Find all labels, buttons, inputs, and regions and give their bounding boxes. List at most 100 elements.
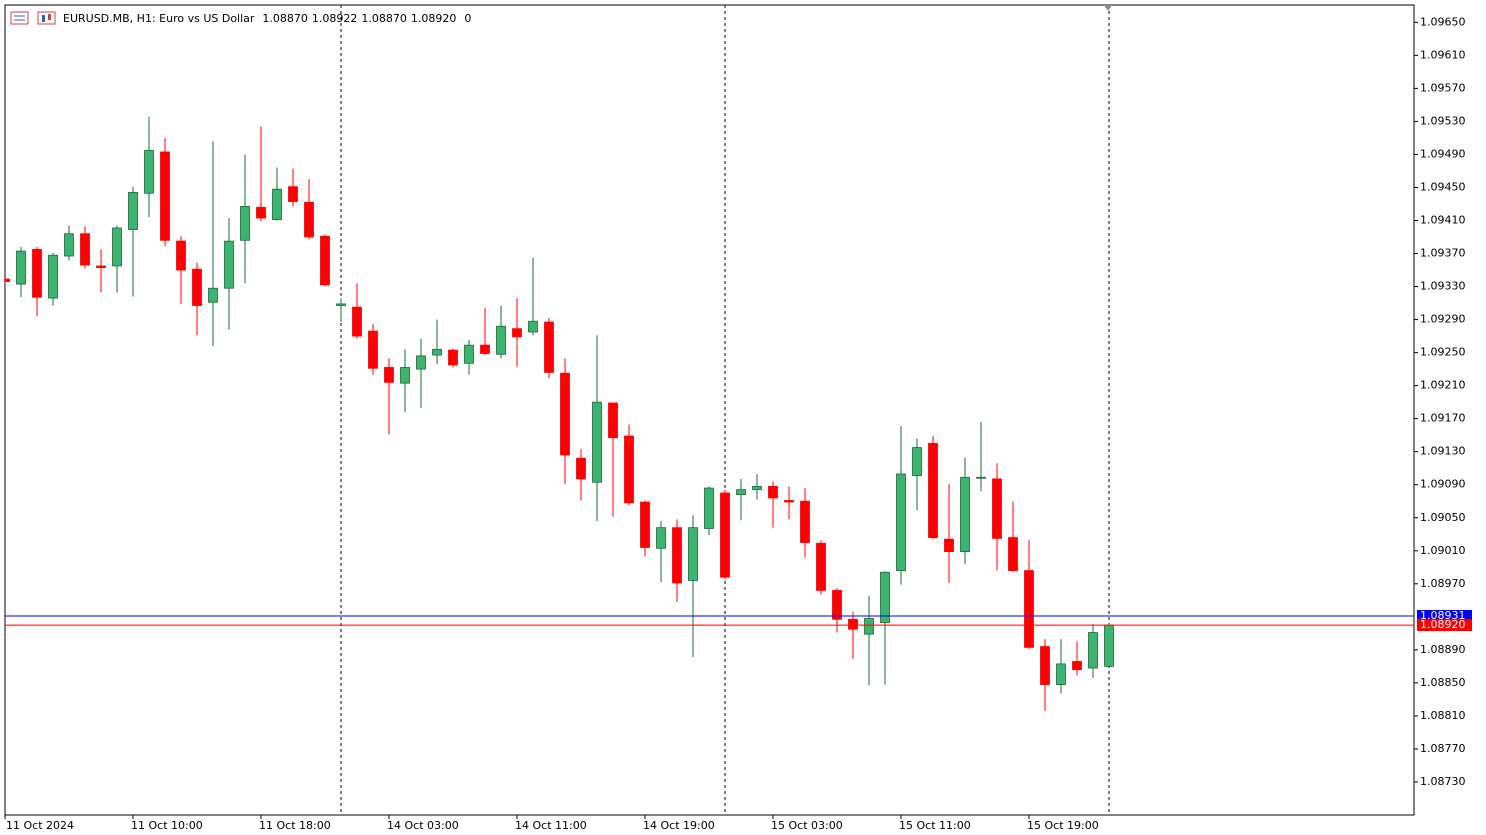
y-tick-label: 1.08730: [1420, 775, 1466, 788]
candle-body: [976, 476, 986, 479]
candle-body: [176, 240, 186, 271]
candle-body: [944, 538, 954, 553]
y-tick-label: 1.09450: [1420, 180, 1466, 193]
candle-body: [336, 303, 346, 306]
price-label-bg: [1417, 610, 1472, 623]
y-tick-label: 1.09250: [1420, 346, 1466, 359]
candle-body: [496, 325, 506, 355]
candle-body: [112, 227, 122, 267]
candle-body: [640, 501, 650, 548]
candle-body: [48, 254, 58, 299]
info-close: 1.08920: [411, 12, 457, 25]
candle-body: [464, 344, 474, 364]
candle-body: [288, 186, 298, 202]
candle-body: [688, 527, 698, 581]
candle-body: [416, 355, 426, 370]
candle-body: [960, 476, 970, 553]
info-low: 1.08870: [361, 12, 407, 25]
candle-body: [512, 328, 522, 338]
icon: [42, 15, 45, 22]
chart-title: EURUSD.MB, H1: Euro vs US Dollar 1.08870 1…: [63, 12, 471, 25]
icon: [48, 14, 51, 20]
y-tick-label: 1.09210: [1420, 379, 1466, 392]
candle-body: [864, 618, 874, 635]
price-label-bg: [1417, 619, 1472, 632]
candle-body: [16, 250, 26, 285]
y-tick-label: 1.09490: [1420, 147, 1466, 160]
candle-body: [304, 201, 314, 238]
candle-body: [80, 233, 90, 266]
candle-body: [544, 321, 554, 373]
y-tick-label: 1.09330: [1420, 280, 1466, 293]
price-label: 1.08920: [1420, 618, 1466, 631]
y-tick-label: 1.09010: [1420, 544, 1466, 557]
x-tick-label: 14 Oct 11:00: [515, 819, 587, 832]
x-tick-label: 11 Oct 10:00: [131, 819, 203, 832]
candle-body: [384, 367, 394, 383]
candle-body: [5, 278, 10, 283]
candle-body: [208, 287, 218, 303]
header: EURUSD.MB, H1: Euro vs US Dollar 1.08870 1…: [10, 11, 471, 25]
y-tick-label: 1.08850: [1420, 676, 1466, 689]
candle-body: [144, 149, 154, 194]
candle-body: [704, 487, 714, 529]
candle-body: [880, 571, 890, 624]
candle-body: [720, 492, 730, 578]
candle-body: [32, 249, 42, 298]
y-tick-label: 1.09050: [1420, 511, 1466, 524]
candle-body: [832, 590, 842, 620]
price-label: 1.08931: [1420, 609, 1466, 622]
candle-body: [96, 265, 106, 268]
candle-body: [1008, 537, 1018, 571]
candle-body: [256, 206, 266, 219]
y-tick-label: 1.09370: [1420, 247, 1466, 260]
x-tick-label: 11 Oct 18:00: [259, 819, 331, 832]
x-tick-label: 14 Oct 03:00: [387, 819, 459, 832]
candle-body: [224, 240, 234, 289]
candle-body: [480, 344, 490, 354]
y-tick-label: 1.09170: [1420, 412, 1466, 425]
candle-body: [912, 447, 922, 477]
candle-body: [352, 306, 362, 337]
candle-body: [624, 435, 634, 504]
candle-body: [1088, 632, 1098, 669]
candle-body: [560, 372, 570, 456]
candle-body: [592, 401, 602, 483]
y-tick-label: 1.09410: [1420, 214, 1466, 227]
candle-body: [928, 443, 938, 538]
icon: [10, 11, 29, 25]
candle-body: [992, 478, 1002, 539]
candle-body: [1072, 661, 1082, 671]
candle-body: [736, 489, 746, 496]
candle-body: [240, 206, 250, 241]
info-extra: 0: [464, 12, 471, 25]
plot-area: [5, 5, 1114, 815]
y-tick-label: 1.08770: [1420, 742, 1466, 755]
candle-body: [752, 485, 762, 491]
candle-body: [768, 485, 778, 499]
candle-body: [272, 188, 282, 221]
candle-body: [192, 268, 202, 306]
y-tick-label: 1.09290: [1420, 313, 1466, 326]
x-tick-label: 15 Oct 19:00: [1027, 819, 1099, 832]
x-tick-label: 14 Oct 19:00: [643, 819, 715, 832]
y-tick-label: 1.09130: [1420, 445, 1466, 458]
x-tick-label: 11 Oct 2024: [6, 819, 74, 832]
plot-frame: [4, 4, 1415, 816]
y-tick-label: 1.08970: [1420, 577, 1466, 590]
candle-body: [1056, 663, 1066, 685]
y-tick-label: 1.09570: [1420, 81, 1466, 94]
candle-body: [800, 500, 810, 543]
info-open: 1.08870: [262, 12, 308, 25]
y-tick-label: 1.08890: [1420, 643, 1466, 656]
candle-body: [128, 192, 138, 230]
candle-body: [608, 402, 618, 439]
candle-body: [576, 457, 586, 480]
y-tick-label: 1.09610: [1420, 48, 1466, 61]
candle-body: [784, 500, 794, 503]
title: EURUSD.MB, H1: Euro vs US Dollar: [63, 12, 255, 25]
candle-body: [896, 473, 906, 571]
candle-body: [1024, 570, 1034, 648]
candle-body: [848, 618, 858, 630]
